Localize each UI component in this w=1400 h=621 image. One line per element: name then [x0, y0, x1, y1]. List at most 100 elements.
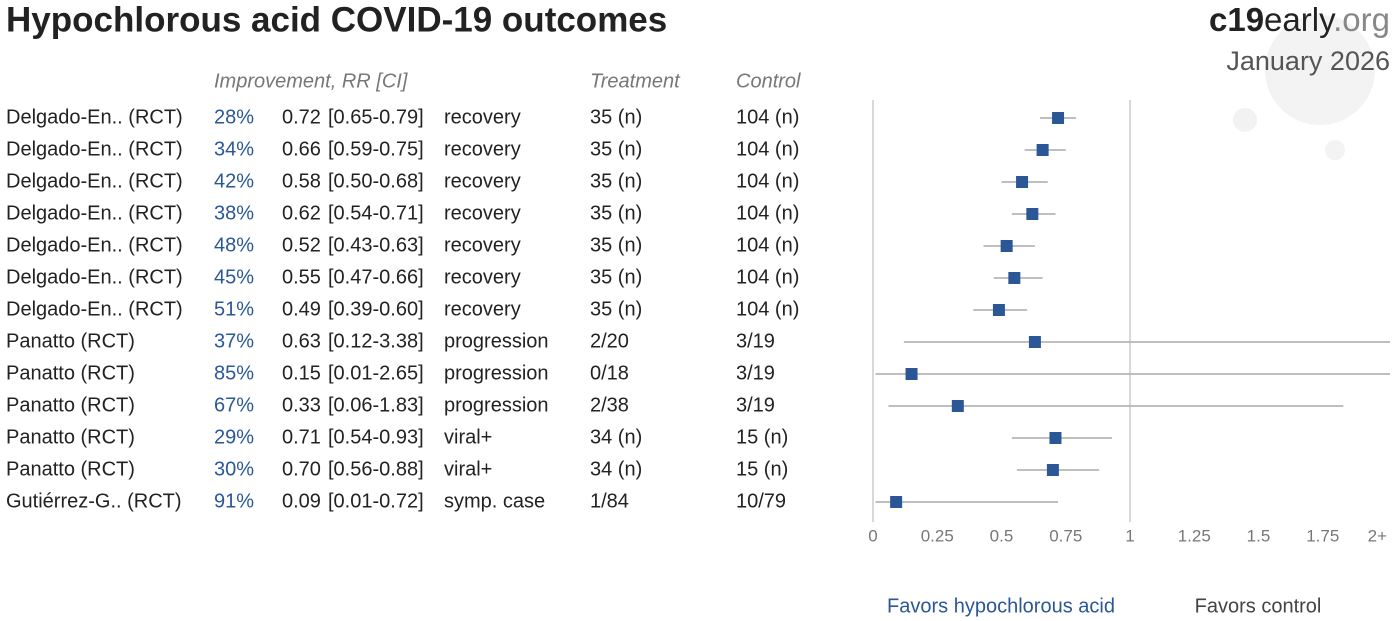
improvement: 28%	[214, 106, 254, 128]
rr-value: 0.52	[282, 234, 321, 256]
estimate-marker	[1008, 272, 1021, 284]
study-name: Panatto (RCT)	[6, 426, 135, 448]
treatment: 35 (n)	[590, 202, 642, 224]
brand-part: .org	[1333, 1, 1390, 38]
rr-value: 0.49	[282, 298, 321, 320]
column-header: Improvement, RR [CI]	[214, 70, 408, 92]
control: 104 (n)	[736, 298, 799, 320]
favors-left: Favors hypochlorous acid	[887, 595, 1115, 617]
outcome: recovery	[444, 266, 521, 288]
rr-value: 0.33	[282, 394, 321, 416]
study-name: Panatto (RCT)	[6, 362, 135, 384]
x-tick-label: 1	[1125, 526, 1134, 545]
estimate-marker	[905, 368, 918, 380]
control: 15 (n)	[736, 426, 788, 448]
study-name: Panatto (RCT)	[6, 330, 135, 352]
outcome: progression	[444, 394, 549, 416]
improvement: 42%	[214, 170, 254, 192]
estimate-marker	[1049, 432, 1062, 444]
ci-label: [0.54-0.71]	[328, 202, 424, 224]
rr-value: 0.55	[282, 266, 321, 288]
estimate-marker	[1016, 176, 1029, 188]
improvement: 38%	[214, 202, 254, 224]
rr-value: 0.70	[282, 458, 321, 480]
treatment: 35 (n)	[590, 138, 642, 160]
treatment: 34 (n)	[590, 426, 642, 448]
treatment: 35 (n)	[590, 266, 642, 288]
chart-title: Hypochlorous acid COVID-19 outcomes	[6, 0, 667, 39]
outcome: recovery	[444, 106, 521, 128]
control: 104 (n)	[736, 138, 799, 160]
treatment: 2/38	[590, 394, 629, 416]
study-name: Panatto (RCT)	[6, 394, 135, 416]
improvement: 85%	[214, 362, 254, 384]
x-tick-label: 2+	[1368, 526, 1387, 545]
x-tick-label: 0	[868, 526, 877, 545]
control: 104 (n)	[736, 106, 799, 128]
rr-value: 0.15	[282, 362, 321, 384]
estimate-marker	[1026, 208, 1039, 220]
treatment: 2/20	[590, 330, 629, 352]
rr-value: 0.72	[282, 106, 321, 128]
improvement: 51%	[214, 298, 254, 320]
virus-decoration	[1233, 15, 1375, 160]
rr-value: 0.09	[282, 490, 321, 512]
outcome: progression	[444, 362, 549, 384]
control: 15 (n)	[736, 458, 788, 480]
study-name: Gutiérrez-G.. (RCT)	[6, 490, 182, 512]
x-tick-label: 1.75	[1306, 526, 1339, 545]
improvement: 91%	[214, 490, 254, 512]
study-name: Delgado-En.. (RCT)	[6, 266, 183, 288]
improvement: 29%	[214, 426, 254, 448]
date: January 2026	[1226, 46, 1390, 76]
ci-label: [0.56-0.88]	[328, 458, 424, 480]
ci-label: [0.50-0.68]	[328, 170, 424, 192]
favors-right: Favors control	[1195, 595, 1322, 617]
improvement: 30%	[214, 458, 254, 480]
improvement: 34%	[214, 138, 254, 160]
ci-label: [0.43-0.63]	[328, 234, 424, 256]
x-tick-label: 0.5	[990, 526, 1014, 545]
ci-label: [0.06-1.83]	[328, 394, 424, 416]
ci-label: [0.54-0.93]	[328, 426, 424, 448]
ci-label: [0.12-3.38]	[328, 330, 424, 352]
ci-label: [0.65-0.79]	[328, 106, 424, 128]
ci-label: [0.47-0.66]	[328, 266, 424, 288]
rr-value: 0.63	[282, 330, 321, 352]
column-header: Treatment	[590, 70, 681, 92]
treatment: 35 (n)	[590, 298, 642, 320]
outcome: recovery	[444, 138, 521, 160]
control: 104 (n)	[736, 170, 799, 192]
control: 104 (n)	[736, 234, 799, 256]
study-name: Delgado-En.. (RCT)	[6, 106, 183, 128]
x-tick-label: 1.25	[1178, 526, 1211, 545]
outcome: recovery	[444, 170, 521, 192]
outcome: viral+	[444, 426, 492, 448]
treatment: 35 (n)	[590, 106, 642, 128]
study-name: Delgado-En.. (RCT)	[6, 298, 183, 320]
estimate-marker	[951, 400, 964, 412]
control: 3/19	[736, 362, 775, 384]
brand-part: c19	[1209, 1, 1264, 38]
rr-value: 0.71	[282, 426, 321, 448]
estimate-marker	[1036, 144, 1049, 156]
outcome: recovery	[444, 298, 521, 320]
study-name: Delgado-En.. (RCT)	[6, 234, 183, 256]
outcome: progression	[444, 330, 549, 352]
outcome: recovery	[444, 234, 521, 256]
study-name: Panatto (RCT)	[6, 458, 135, 480]
estimate-marker	[1046, 464, 1059, 476]
control: 104 (n)	[736, 266, 799, 288]
improvement: 37%	[214, 330, 254, 352]
estimate-marker	[992, 304, 1005, 316]
improvement: 48%	[214, 234, 254, 256]
treatment: 1/84	[590, 490, 629, 512]
estimate-marker	[1052, 112, 1065, 124]
rr-value: 0.58	[282, 170, 321, 192]
improvement: 45%	[214, 266, 254, 288]
control: 10/79	[736, 490, 786, 512]
study-name: Delgado-En.. (RCT)	[6, 138, 183, 160]
ci-label: [0.01-2.65]	[328, 362, 424, 384]
